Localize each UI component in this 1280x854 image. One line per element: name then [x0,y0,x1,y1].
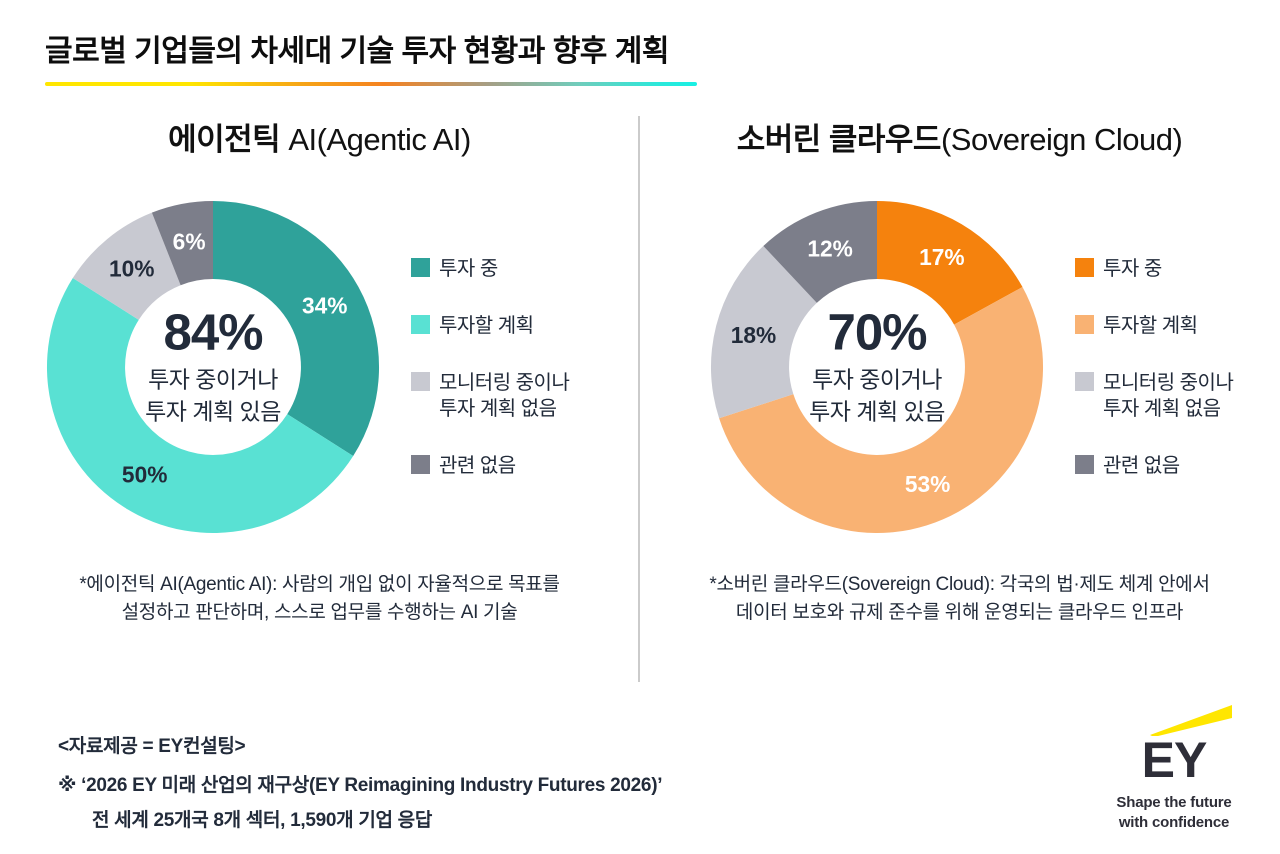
vertical-divider [638,116,640,682]
donut-segment [72,212,181,320]
segment-value-label: 10% [109,256,154,282]
legend-swatch-icon [1075,454,1094,474]
donut-segment [763,200,877,303]
footnote-agentic-ai: *에이전틱 AI(Agentic AI): 사람의 개입 없이 자율적으로 목표… [0,571,639,626]
chart-title-english: AI(Agentic AI) [288,122,471,157]
charts-area: 에이전틱 AI(Agentic AI) 34% 50% 10% 6% 84% 투자 중… [0,114,1280,682]
legend-label: 투자할 계획 [439,314,534,337]
segment-value-label: 17% [919,244,964,270]
source-block: <자료제공 = EY컨설팅> ※ ‘2026 EY 미래 산업의 재구상(EY … [58,731,663,832]
footnote-line2: 데이터 보호와 규제 준수를 위해 운영되는 클라우드 인프라 [735,601,1184,623]
legend-item: 관련 없음 [1075,453,1233,479]
legend-swatch-icon [411,257,430,277]
legend-swatch-icon [1075,371,1094,391]
legend-label: 관련 없음 [1103,454,1180,477]
chart-row: 34% 50% 10% 6% 84% 투자 중이거나 투자 계획 있음 투자 중 투자할… [45,199,639,535]
legend-item: 투자 중 [411,256,569,282]
legend-label: 투자 중 [439,257,498,280]
legend-item: 모니터링 중이나 투자 계획 없음 [411,370,570,422]
ey-beam-icon [1150,705,1232,736]
legend-item: 관련 없음 [411,453,569,479]
segment-value-label: 50% [122,462,167,488]
chart-title-agentic-ai: 에이전틱 AI(Agentic AI) [0,114,639,159]
footnote-line1: *에이전틱 AI(Agentic AI): 사람의 개입 없이 자율적으로 목표… [79,574,560,595]
donut-segment [877,200,1023,325]
chart-title-korean: 소버린 클라우드 [736,122,942,157]
ey-logo: EY Shape the future with confidence [1114,704,1234,832]
panel-agentic-ai: 에이전틱 AI(Agentic AI) 34% 50% 10% 6% 84% 투자 중… [0,114,639,626]
legend-label: 모니터링 중이나 투자 계획 없음 [439,371,570,420]
legend-item: 투자할 계획 [1075,313,1233,339]
donut-segment [213,200,380,456]
chart-title-sovereign-cloud: 소버린 클라우드(Sovereign Cloud) [639,114,1280,159]
header: 글로벌 기업들의 차세대 기술 투자 현황과 향후 계획 [0,0,1280,86]
donut-segment [46,278,354,534]
legend-item: 투자할 계획 [411,313,569,339]
legend-swatch-icon [411,314,430,334]
legend-item: 투자 중 [1075,256,1233,282]
donut-svg: 17% 53% 18% 12% [710,200,1044,534]
segment-value-label: 53% [905,471,950,497]
legend-label: 모니터링 중이나 투자 계획 없음 [1103,371,1234,420]
segment-value-label: 6% [173,229,206,255]
legend-swatch-icon [1075,257,1094,277]
legend-label: 관련 없음 [439,454,516,477]
chart-row: 17% 53% 18% 12% 70% 투자 중이거나 투자 계획 있음 투자 중 투자… [709,199,1280,535]
footnote-sovereign-cloud: *소버린 클라우드(Sovereign Cloud): 각국의 법·제도 체계 … [639,571,1280,626]
source-provider: <자료제공 = EY컨설팅> [58,736,246,757]
legend-label: 투자할 계획 [1103,314,1198,337]
footnote-line1: *소버린 클라우드(Sovereign Cloud): 각국의 법·제도 체계 … [709,574,1210,595]
source-report: ※ ‘2026 EY 미래 산업의 재구상(EY Reimagining Ind… [58,775,663,796]
legend-swatch-icon [411,371,430,391]
segment-value-label: 34% [302,292,347,318]
legend-swatch-icon [1075,314,1094,334]
title-accent-underline [45,82,697,86]
chart-title-korean: 에이전틱 [168,122,289,157]
source-scope: 전 세계 25개국 8개 섹터, 1,590개 기업 응답 [92,810,433,831]
footer: <자료제공 = EY컨설팅> ※ ‘2026 EY 미래 산업의 재구상(EY … [0,704,1280,832]
donut-segment [719,287,1044,534]
ey-tagline-line1: Shape the future [1116,794,1232,811]
segment-value-label: 18% [731,322,776,348]
ey-tagline-line2: with confidence [1118,813,1230,831]
page-title: 글로벌 기업들의 차세대 기술 투자 현황과 향후 계획 [45,35,669,68]
segment-value-label: 12% [807,235,852,261]
legend-item: 모니터링 중이나 투자 계획 없음 [1075,370,1234,422]
donut-chart-sovereign-cloud: 17% 53% 18% 12% 70% 투자 중이거나 투자 계획 있음 [709,199,1045,535]
chart-title-english: (Sovereign Cloud) [940,122,1183,157]
ey-tagline: Shape the future with confidence [1114,793,1234,832]
donut-segment [151,200,213,286]
footnote-line2: 설정하고 판단하며, 스스로 업무를 수행하는 AI 기술 [121,601,518,623]
donut-segment [710,245,817,419]
donut-chart-agentic-ai: 34% 50% 10% 6% 84% 투자 중이거나 투자 계획 있음 [45,199,381,535]
donut-svg: 34% 50% 10% 6% [46,200,380,534]
panel-sovereign-cloud: 소버린 클라우드(Sovereign Cloud) 17% 53% 18% 12% 7… [639,114,1280,626]
ey-logo-letters: EY [1141,732,1208,788]
legend-swatch-icon [411,454,430,474]
legend-label: 투자 중 [1103,257,1162,280]
